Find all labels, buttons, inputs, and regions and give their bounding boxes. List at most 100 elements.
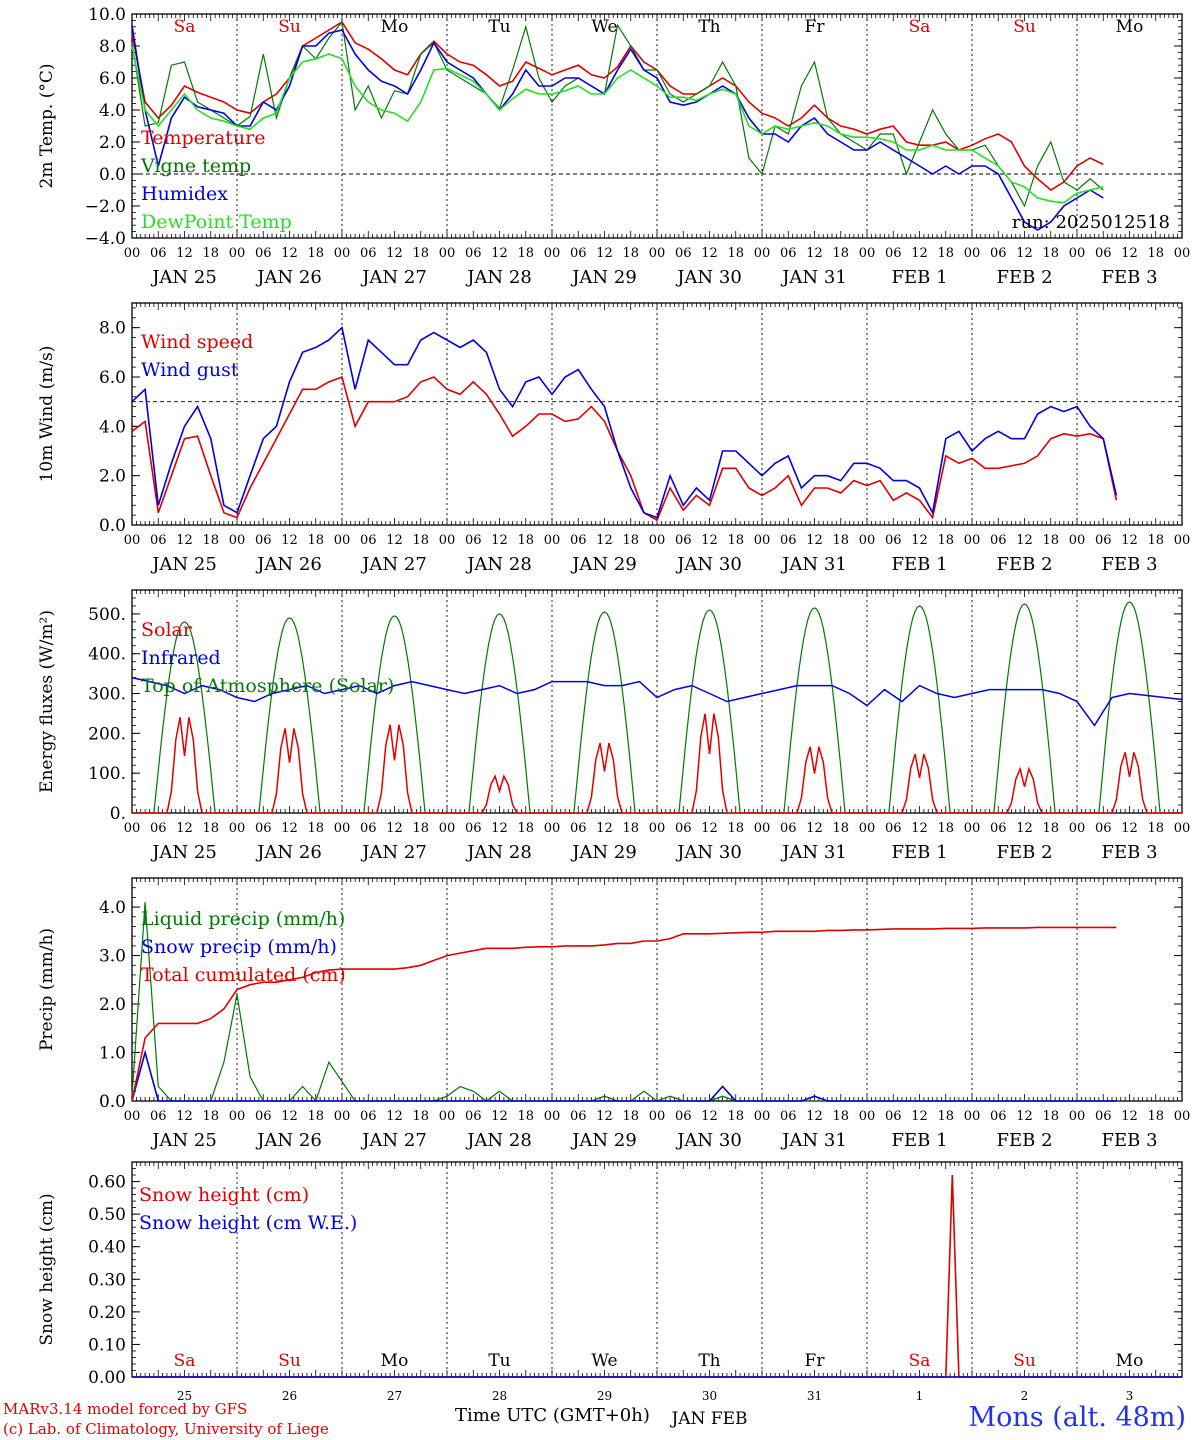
- hour-tick-label: 12: [386, 246, 403, 261]
- hour-tick-label: 06: [780, 533, 797, 548]
- hour-tick-label: 00: [859, 246, 876, 261]
- hour-tick-label: 12: [1016, 533, 1033, 548]
- hour-tick-label: 12: [176, 1109, 193, 1124]
- date-label: JAN 25: [150, 554, 217, 575]
- y-tick-label: 0.0: [99, 165, 126, 185]
- hour-tick-label: 06: [360, 533, 377, 548]
- date-label: JAN 29: [570, 554, 637, 575]
- y-tick-label: 2.0: [99, 995, 126, 1015]
- hour-tick-label: 06: [990, 533, 1007, 548]
- hour-tick-label: 12: [491, 1109, 508, 1124]
- weekday-label: Fr: [805, 17, 826, 37]
- hour-tick-label: 06: [570, 821, 587, 836]
- hour-tick-label: 12: [386, 1109, 403, 1124]
- hour-tick-label: 00: [544, 1109, 561, 1124]
- date-label: JAN 27: [360, 554, 427, 575]
- y-tick-label: 300.: [88, 685, 126, 705]
- legend-entry: Snow precip (mm/h): [141, 936, 337, 958]
- date-label: JAN 30: [675, 267, 742, 288]
- hour-tick-label: 06: [465, 533, 482, 548]
- date-label: JAN 31: [780, 842, 847, 863]
- hour-tick-label: 00: [124, 246, 141, 261]
- lab-credit: (c) Lab. of Climatology, University of L…: [3, 1420, 329, 1438]
- y-tick-label: 6.0: [99, 69, 126, 89]
- hour-tick-label: 06: [570, 1109, 587, 1124]
- legend-entry: Temperature: [141, 127, 265, 149]
- hour-tick-label: 00: [124, 533, 141, 548]
- hour-tick-label: 00: [754, 1109, 771, 1124]
- y-tick-label: 4.0: [99, 101, 126, 121]
- hour-tick-label: 00: [649, 821, 666, 836]
- hour-tick-label: 00: [229, 1109, 246, 1124]
- date-label: FEB 3: [1101, 267, 1157, 288]
- hour-tick-label: 00: [439, 246, 456, 261]
- date-label: FEB 1: [891, 554, 947, 575]
- weekday-label: Mo: [381, 1351, 409, 1371]
- hour-tick-label: 18: [412, 1109, 429, 1124]
- hour-tick-label: 06: [675, 1109, 692, 1124]
- hour-tick-label: 18: [832, 821, 849, 836]
- y-tick-label: 2.0: [99, 467, 126, 487]
- series-humidex: [131, 25, 1104, 231]
- hour-tick-label: 12: [491, 246, 508, 261]
- weekday-label: Tu: [488, 17, 510, 37]
- hour-tick-label: 12: [1121, 821, 1138, 836]
- hour-tick-label: 12: [806, 1109, 823, 1124]
- day-number-label: 29: [597, 1389, 612, 1403]
- hour-tick-label: 18: [202, 1109, 219, 1124]
- weekday-label: Th: [698, 1351, 720, 1371]
- hour-tick-label: 00: [1174, 246, 1191, 261]
- hour-tick-label: 00: [544, 533, 561, 548]
- hour-tick-label: 18: [622, 533, 639, 548]
- legend-entry: Top of Atmosphere (Solar): [141, 675, 394, 697]
- hour-tick-label: 06: [465, 1109, 482, 1124]
- hour-tick-label: 00: [964, 1109, 981, 1124]
- y-axis-label: 2m Temp. (°C): [37, 63, 57, 188]
- legend-entry: Snow height (cm W.E.): [139, 1212, 357, 1234]
- hour-tick-label: 18: [202, 533, 219, 548]
- hour-tick-label: 00: [649, 533, 666, 548]
- hour-tick-label: 12: [806, 821, 823, 836]
- hour-tick-label: 18: [727, 821, 744, 836]
- day-number-label: 30: [702, 1389, 717, 1403]
- hour-tick-label: 06: [150, 533, 167, 548]
- hour-tick-label: 00: [334, 246, 351, 261]
- hour-tick-label: 00: [229, 533, 246, 548]
- hour-tick-label: 12: [911, 1109, 928, 1124]
- day-number-label: 1: [916, 1389, 924, 1403]
- hour-tick-label: 06: [1095, 1109, 1112, 1124]
- hour-tick-label: 00: [859, 533, 876, 548]
- y-tick-label: −2.0: [85, 197, 126, 217]
- series-total-cumulated-cm: [131, 926, 1117, 1102]
- y-tick-label: 0.: [110, 804, 126, 824]
- date-label: JAN 27: [360, 267, 427, 288]
- hour-tick-label: 06: [780, 821, 797, 836]
- date-label: JAN 25: [150, 842, 217, 863]
- hour-tick-label: 18: [517, 533, 534, 548]
- hour-tick-label: 18: [1042, 533, 1059, 548]
- hour-tick-label: 06: [990, 821, 1007, 836]
- legend-entry: Wind gust: [141, 359, 239, 381]
- date-label: JAN 29: [570, 267, 637, 288]
- hour-tick-label: 12: [1016, 1109, 1033, 1124]
- hour-tick-label: 12: [911, 821, 928, 836]
- hour-tick-label: 12: [806, 246, 823, 261]
- hour-tick-label: 18: [832, 1109, 849, 1124]
- hour-tick-label: 06: [570, 533, 587, 548]
- hour-tick-label: 06: [675, 246, 692, 261]
- hour-tick-label: 12: [281, 533, 298, 548]
- hour-tick-label: 18: [1147, 1109, 1164, 1124]
- date-label: JAN 29: [570, 1130, 637, 1151]
- day-number-label: 27: [387, 1389, 402, 1403]
- weekday-label: We: [591, 17, 617, 37]
- hour-tick-label: 12: [596, 246, 613, 261]
- hour-tick-label: 18: [202, 246, 219, 261]
- hour-tick-label: 18: [307, 533, 324, 548]
- date-label: FEB 2: [996, 1130, 1052, 1151]
- weekday-label: We: [591, 1351, 617, 1371]
- date-label: JAN 28: [465, 267, 532, 288]
- y-tick-label: 0.40: [88, 1238, 126, 1258]
- weekday-label: Tu: [488, 1351, 510, 1371]
- hour-tick-label: 00: [859, 1109, 876, 1124]
- hour-tick-label: 00: [964, 533, 981, 548]
